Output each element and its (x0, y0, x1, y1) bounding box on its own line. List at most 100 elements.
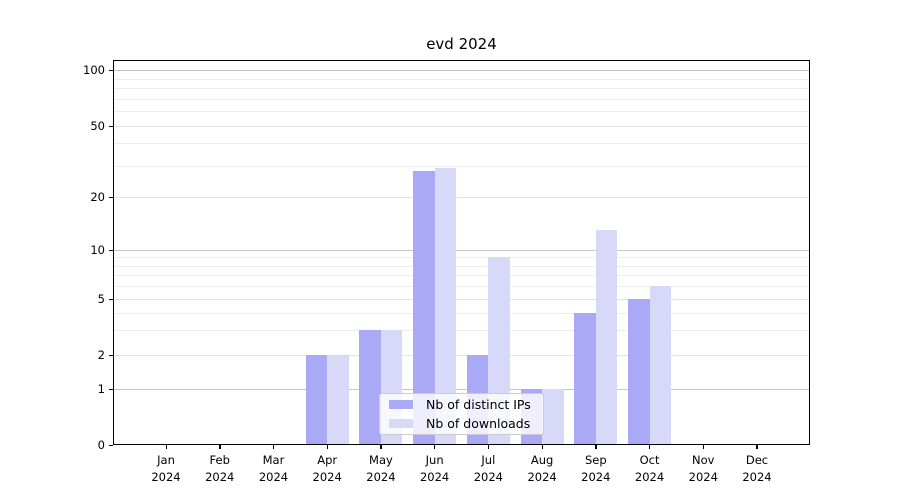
x-tick-label-month: Feb (209, 453, 230, 467)
legend-label-distinct-ips: Nb of distinct IPs (426, 397, 531, 412)
bar-jun-ips (413, 170, 435, 445)
y-tick-label-50: 50 (90, 119, 105, 133)
legend-swatch-distinct-ips (389, 400, 413, 409)
gridline-minor-7 (113, 275, 810, 277)
x-tick-label-oct: Oct 2024 (618, 452, 682, 486)
y-tick-label-0: 0 (97, 438, 105, 452)
x-tick-label-month: Oct (639, 453, 660, 467)
x-tick-mar (272, 445, 275, 449)
gridline-2 (113, 355, 810, 356)
x-tick-aug (541, 445, 543, 449)
y-tick-label-100: 100 (83, 63, 105, 77)
legend-swatch-downloads (389, 419, 413, 428)
legend-entry-distinct-ips: Nb of distinct IPs (389, 397, 534, 412)
y-tick-label-20: 20 (90, 190, 105, 204)
x-tick-label-month: Aug (530, 453, 554, 467)
x-tick-label-month: May (369, 453, 393, 467)
x-tick-apr (326, 445, 328, 449)
bar-apr-downloads (327, 355, 349, 445)
bar-aug-downloads (542, 389, 564, 445)
y-tick-label-2: 2 (97, 348, 105, 362)
gridline-5 (113, 299, 810, 300)
x-tick-label-jul: Jul 2024 (456, 452, 520, 486)
gridline-minor-80 (113, 88, 810, 90)
y-tick-50 (109, 125, 113, 127)
x-tick-label-mar: Mar 2024 (241, 452, 305, 486)
y-tick-label-1: 1 (97, 382, 105, 396)
x-tick-label-year: 2024 (742, 470, 772, 484)
x-tick-label-year: 2024 (473, 470, 503, 484)
x-tick-label-feb: Feb 2024 (188, 452, 252, 486)
y-tick-10 (109, 249, 113, 251)
x-tick-label-aug: Aug 2024 (510, 452, 574, 486)
gridline-minor-60 (113, 111, 810, 113)
x-tick-label-month: Nov (692, 453, 715, 467)
x-tick-label-may: May 2024 (349, 452, 413, 486)
gridline-minor-40 (113, 143, 810, 145)
x-tick-jan (165, 445, 167, 449)
y-tick-0 (109, 444, 113, 446)
plot-area (113, 60, 810, 445)
x-tick-oct (649, 445, 651, 449)
gridline-minor-9 (113, 257, 810, 259)
y-tick-100 (109, 69, 113, 71)
plot-border (113, 60, 810, 445)
y-tick-label-5: 5 (97, 292, 105, 306)
x-tick-label-month: Jan (157, 453, 175, 467)
x-tick-label-year: 2024 (205, 470, 235, 484)
x-tick-feb (219, 445, 221, 449)
x-tick-label-year: 2024 (151, 470, 181, 484)
x-tick-label-year: 2024 (419, 470, 450, 484)
x-tick-label-dec: Dec 2024 (725, 452, 789, 486)
gridline-50 (113, 126, 810, 127)
legend: Nb of distinct IPs Nb of downloads (379, 393, 544, 435)
legend-label-downloads: Nb of downloads (426, 416, 531, 431)
x-tick-label-year: 2024 (634, 470, 665, 484)
x-tick-dec (756, 445, 758, 449)
x-tick-label-month: Jul (481, 453, 496, 467)
x-tick-label-year: 2024 (581, 470, 611, 484)
bar-may-ips (359, 330, 381, 445)
x-tick-jun (434, 445, 436, 449)
gridline-minor-3 (113, 330, 810, 332)
gridline-20 (113, 197, 810, 198)
x-tick-label-sep: Sep 2024 (564, 452, 628, 486)
gridline-minor-90 (113, 78, 810, 80)
bar-apr-ips (305, 355, 328, 445)
x-tick-nov (702, 445, 705, 449)
y-tick-20 (109, 196, 113, 198)
x-tick-label-month: Sep (584, 453, 607, 467)
x-tick-label-year: 2024 (366, 470, 396, 484)
x-tick-label-year: 2024 (688, 470, 718, 484)
y-tick-5 (109, 298, 113, 300)
x-tick-may (380, 445, 382, 449)
x-tick-label-year: 2024 (312, 470, 342, 484)
x-tick-label-apr: Apr 2024 (295, 452, 359, 486)
x-tick-jul (487, 445, 490, 449)
x-tick-sep (595, 445, 597, 449)
bar-oct-downloads (649, 286, 672, 445)
x-tick-label-nov: Nov 2024 (671, 452, 735, 486)
gridline-minor-4 (113, 312, 810, 314)
y-tick-2 (109, 354, 113, 356)
bar-jun-downloads (434, 168, 457, 445)
gridline-minor-70 (113, 98, 810, 100)
x-tick-label-jun: Jun 2024 (403, 452, 467, 486)
gridline-1 (113, 389, 810, 390)
gridline-10 (113, 250, 810, 251)
bar-sep-ips (574, 312, 596, 445)
x-tick-label-month: Mar (262, 453, 285, 467)
gridline-minor-6 (113, 286, 810, 288)
gridline-minor-30 (113, 165, 810, 167)
chart-title: evd 2024 (426, 35, 497, 53)
x-tick-label-month: Dec (745, 453, 769, 467)
y-tick-1 (109, 388, 113, 390)
bar-oct-ips (628, 299, 650, 445)
x-tick-label-month: Jun (425, 453, 444, 467)
bar-sep-downloads (595, 229, 618, 445)
x-tick-label-jan: Jan 2024 (134, 452, 198, 486)
x-tick-label-year: 2024 (527, 470, 557, 484)
y-tick-label-10: 10 (90, 243, 105, 257)
gridline-100 (113, 70, 810, 71)
